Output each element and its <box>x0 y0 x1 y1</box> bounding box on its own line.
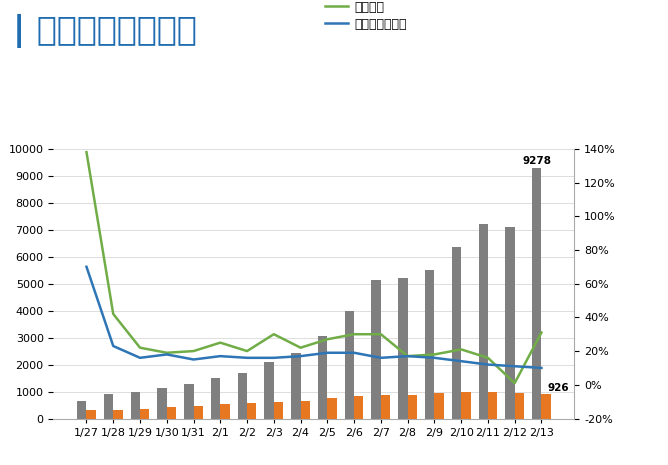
全国非湖北增速 <box>243 355 251 361</box>
湖北增速 <box>270 332 278 337</box>
湖北增速 <box>403 353 411 359</box>
湖北增速 <box>350 332 358 337</box>
Bar <box>461 392 470 418</box>
全国非湖北增速 <box>403 353 411 359</box>
Bar <box>184 384 194 418</box>
湖北增速 <box>297 345 305 351</box>
湖北增速 <box>430 352 438 357</box>
Bar <box>158 388 167 418</box>
Bar <box>371 279 381 418</box>
Bar <box>131 392 140 418</box>
Bar <box>354 396 363 418</box>
Bar <box>327 398 337 419</box>
全国非湖北增速 <box>457 359 465 364</box>
Bar <box>318 336 327 418</box>
Bar <box>381 395 390 418</box>
Bar <box>86 411 96 419</box>
Text: 9278: 9278 <box>522 156 551 166</box>
全国非湖北增速 <box>163 352 171 357</box>
Bar <box>140 409 150 418</box>
Bar <box>194 405 203 419</box>
湖北增速 <box>82 149 90 155</box>
全国非湖北增速 <box>377 355 385 361</box>
Bar <box>274 402 283 418</box>
Bar <box>114 410 123 418</box>
全国非湖北增速 <box>190 357 198 362</box>
湖北增速 <box>216 340 224 345</box>
Bar <box>407 395 417 418</box>
全国非湖北增速 <box>82 264 90 270</box>
湖北增速 <box>323 337 331 342</box>
湖北增速 <box>110 311 118 317</box>
全国非湖北增速 <box>110 343 118 349</box>
全国非湖北增速 <box>510 364 518 369</box>
Bar <box>104 394 114 418</box>
Bar <box>301 401 310 418</box>
Bar <box>220 404 230 418</box>
Bar <box>211 378 220 418</box>
Text: 926: 926 <box>548 383 569 392</box>
Bar <box>247 404 257 418</box>
Bar <box>291 353 301 418</box>
Bar <box>542 394 551 418</box>
全国非湖北增速 <box>297 353 305 359</box>
湖北增速 <box>243 348 251 354</box>
全国非湖北增速 <box>430 355 438 361</box>
Text: | 全国重症病例对比: | 全国重症病例对比 <box>13 14 197 48</box>
全国非湖北增速 <box>136 355 144 361</box>
湖北增速 <box>538 330 546 335</box>
湖北增速 <box>377 332 385 337</box>
Bar <box>425 271 434 418</box>
Bar <box>532 168 542 418</box>
Bar <box>514 392 524 418</box>
Bar <box>398 279 407 418</box>
Bar <box>505 227 514 418</box>
全国非湖北增速 <box>323 350 331 356</box>
湖北增速 <box>190 348 198 354</box>
全国非湖北增速 <box>270 355 278 361</box>
湖北增速 <box>136 345 144 351</box>
Bar <box>488 392 497 418</box>
全国非湖北增速 <box>216 353 224 359</box>
全国非湖北增速 <box>350 350 358 356</box>
Bar <box>238 372 247 418</box>
Legend: 湖北, 全国非湖北, 湖北增速, 全国非湖北增速: 湖北, 全国非湖北, 湖北增速, 全国非湖北增速 <box>320 0 411 36</box>
湖北增速 <box>457 346 465 352</box>
Line: 全国非湖北增速: 全国非湖北增速 <box>86 267 542 368</box>
Bar <box>345 311 354 418</box>
Bar <box>452 246 461 418</box>
Bar <box>265 362 274 419</box>
Line: 湖北增速: 湖北增速 <box>86 152 542 383</box>
全国非湖北增速 <box>538 365 546 371</box>
湖北增速 <box>510 380 518 386</box>
湖北增速 <box>484 355 492 361</box>
Bar <box>478 225 488 418</box>
全国非湖北增速 <box>484 362 492 367</box>
Bar <box>167 407 176 418</box>
湖北增速 <box>163 350 171 356</box>
Bar <box>434 393 444 419</box>
Bar <box>77 401 86 419</box>
